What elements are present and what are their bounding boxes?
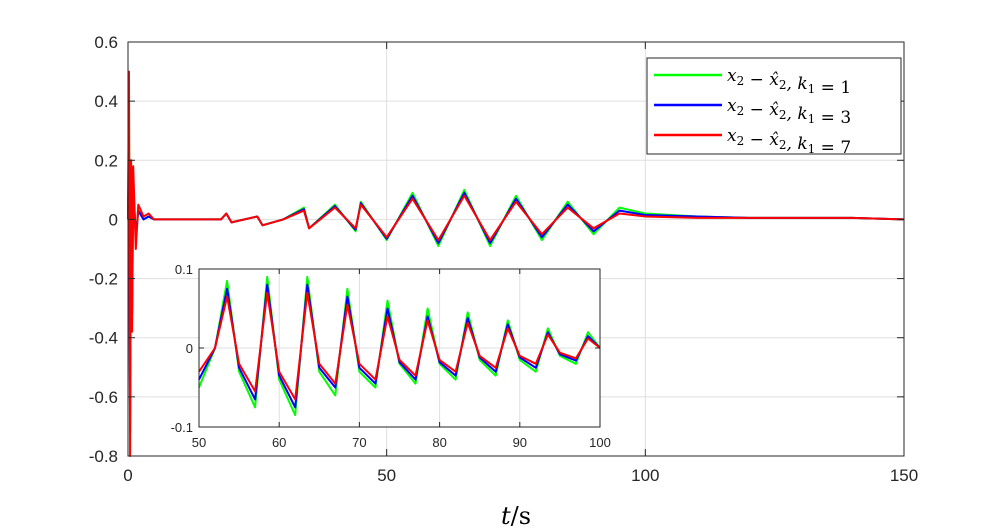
legend-label-1: x2 − x̂2, k1 = 1 <box>727 66 851 98</box>
inset-series-line-3 <box>198 291 601 401</box>
main-ytick-label: -0.4 <box>89 329 118 348</box>
main-xtick-label: 50 <box>377 466 396 485</box>
inset-ytick-label: 0 <box>186 341 193 356</box>
inset-axes: 50 60 70 80 90 100 0.1 0 -0.1 <box>171 262 611 450</box>
inset-xtick-label: 50 <box>192 435 206 450</box>
main-ytick-label: 0 <box>109 210 118 229</box>
main-ytick-label: 0.6 <box>94 33 118 52</box>
x-axis-label-unit: /s <box>511 502 531 530</box>
x-axis-label: t/s <box>501 502 531 530</box>
legend: x2 − x̂2, k1 = 1x2 − x̂2, k1 = 3x2 − x̂2… <box>646 57 902 158</box>
inset-xtick-label: 90 <box>513 435 527 450</box>
legend-label-3: x2 − x̂2, k1 = 7 <box>727 126 851 158</box>
inset-series-line-1 <box>198 275 601 417</box>
inset-ytick-label: -0.1 <box>171 420 193 435</box>
main-series-line-3 <box>127 70 905 457</box>
main-ytick-label: -0.8 <box>89 447 118 466</box>
main-frame <box>127 41 905 457</box>
x-axis-label-var: t <box>501 502 511 530</box>
legend-label-2: x2 − x̂2, k1 = 3 <box>727 96 851 128</box>
main-xtick-label: 150 <box>890 466 918 485</box>
inset-xtick-label: 80 <box>432 435 446 450</box>
inset-ytick-label: 0.1 <box>175 262 193 277</box>
inset-xtick-label: 60 <box>272 435 286 450</box>
inset-xtick-label: 100 <box>589 435 611 450</box>
main-xtick-label: 100 <box>631 466 659 485</box>
main-ytick-label: 0.2 <box>94 151 118 170</box>
inset-series-line-2 <box>198 283 601 409</box>
main-ytick-label: 0.4 <box>94 92 118 111</box>
inset-xtick-label: 70 <box>352 435 366 450</box>
main-ytick-label: -0.2 <box>89 270 118 289</box>
main-xtick-label: 0 <box>123 466 132 485</box>
main-ytick-label: -0.6 <box>89 388 118 407</box>
